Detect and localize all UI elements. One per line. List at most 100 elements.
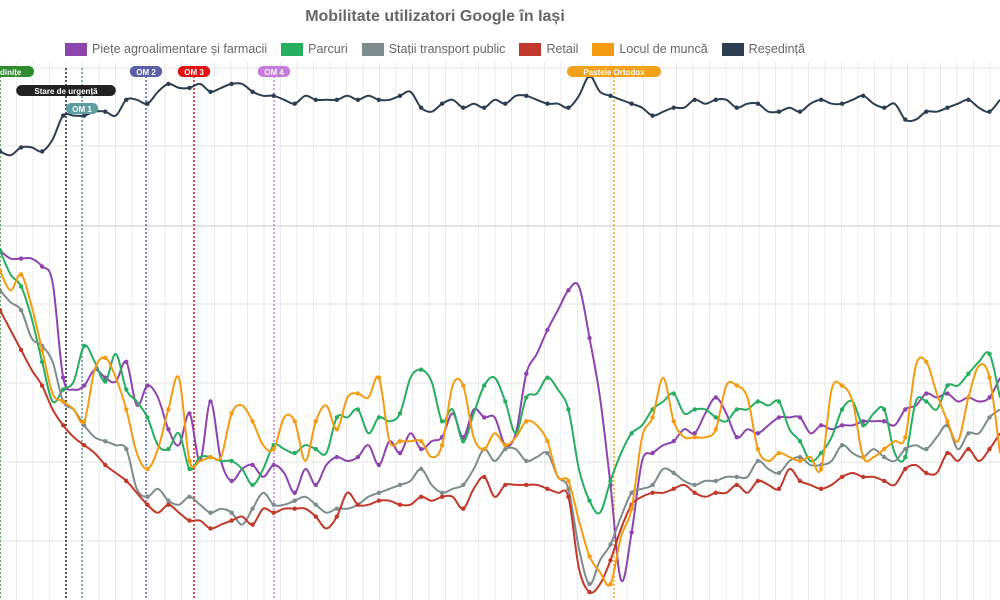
data-point: [776, 399, 782, 404]
data-point: [397, 482, 403, 488]
data-point: [292, 450, 297, 456]
data-point: [882, 407, 887, 412]
data-point: [313, 514, 318, 519]
annotation-label: Grădinițe: [0, 66, 34, 77]
data-point: [734, 383, 739, 388]
data-point: [629, 490, 634, 495]
data-point: [166, 498, 171, 503]
data-point: [903, 466, 908, 472]
data-point: [82, 113, 87, 118]
data-point: [166, 81, 171, 87]
data-point: [987, 351, 992, 357]
data-point: [166, 407, 171, 412]
data-point: [82, 423, 87, 428]
data-point: [313, 502, 318, 507]
data-point: [418, 367, 424, 372]
legend-label: Retail: [546, 42, 579, 56]
legend-item[interactable]: Piețe agroalimentare și farmacii: [65, 42, 267, 56]
annotation-pill: [129, 66, 163, 77]
data-point: [924, 391, 929, 396]
data-point: [418, 446, 424, 452]
data-point: [166, 427, 171, 432]
data-point: [313, 419, 318, 424]
legend-label: Piețe agroalimentare și farmacii: [92, 42, 268, 56]
data-point: [39, 264, 45, 269]
data-point: [187, 518, 192, 523]
data-point: [692, 482, 697, 488]
annotation-text: Grădinițe: [0, 68, 22, 77]
data-point: [924, 446, 929, 452]
legend-item[interactable]: Reședință: [721, 42, 805, 56]
data-point: [229, 478, 234, 484]
data-point: [61, 113, 66, 118]
data-point: [608, 478, 613, 484]
data-point: [776, 486, 782, 491]
data-point: [292, 506, 297, 511]
data-point: [692, 407, 697, 412]
data-point: [18, 284, 24, 289]
data-point: [124, 407, 129, 412]
data-point: [608, 581, 613, 587]
data-point: [103, 355, 108, 360]
series: [0, 268, 1000, 587]
data-point: [903, 435, 908, 440]
data-point: [334, 427, 339, 432]
legend-item[interactable]: Stații transport public: [361, 42, 505, 56]
legend-swatch: [361, 42, 384, 56]
data-point: [945, 419, 950, 424]
data-point: [882, 454, 887, 460]
series: [0, 73, 1000, 157]
annotation-pill: [16, 85, 116, 96]
data-point: [355, 391, 361, 396]
data-point: [608, 558, 613, 563]
data-point: [355, 407, 361, 412]
data-point: [250, 482, 255, 488]
data-point: [945, 450, 950, 456]
data-point: [692, 431, 697, 436]
data-point: [334, 454, 339, 460]
data-point: [439, 419, 445, 424]
data-point: [229, 518, 234, 523]
data-point: [461, 105, 466, 110]
data-point: [103, 379, 108, 384]
legend-swatch: [281, 42, 304, 56]
data-point: [987, 395, 992, 400]
data-point: [418, 105, 424, 110]
data-point: [187, 85, 192, 91]
data-point: [945, 391, 950, 396]
data-point: [650, 113, 655, 118]
data-point: [18, 256, 24, 261]
legend-label: Reședință: [748, 42, 805, 56]
data-point: [755, 458, 761, 464]
data-point: [629, 506, 634, 511]
legend-item[interactable]: Retail: [519, 42, 578, 56]
data-point: [966, 395, 971, 400]
data-point: [503, 446, 508, 452]
data-point: [524, 395, 529, 400]
data-point: [103, 462, 108, 468]
series: [0, 248, 1000, 515]
series-line: [0, 270, 1000, 587]
data-point: [397, 411, 403, 416]
annotation-pill: [0, 66, 34, 77]
data-point: [124, 97, 129, 103]
data-point: [839, 101, 845, 106]
legend-item[interactable]: Parcuri: [281, 42, 348, 56]
data-point: [839, 383, 845, 388]
legend-item[interactable]: Locul de muncă: [592, 42, 708, 56]
data-point: [61, 399, 66, 404]
data-point: [250, 462, 255, 468]
data-point: [461, 482, 466, 488]
data-point: [608, 542, 613, 547]
series: [0, 308, 1000, 595]
data-point: [566, 486, 571, 491]
data-point: [671, 439, 676, 444]
data-point: [692, 490, 697, 495]
data-point: [797, 454, 803, 460]
data-point: [439, 494, 445, 499]
chart-legend: Piețe agroalimentare și farmacii Parcuri S…: [0, 42, 870, 56]
data-point: [566, 105, 571, 110]
data-point: [882, 446, 887, 452]
data-point: [0, 268, 3, 273]
data-point: [734, 105, 739, 110]
